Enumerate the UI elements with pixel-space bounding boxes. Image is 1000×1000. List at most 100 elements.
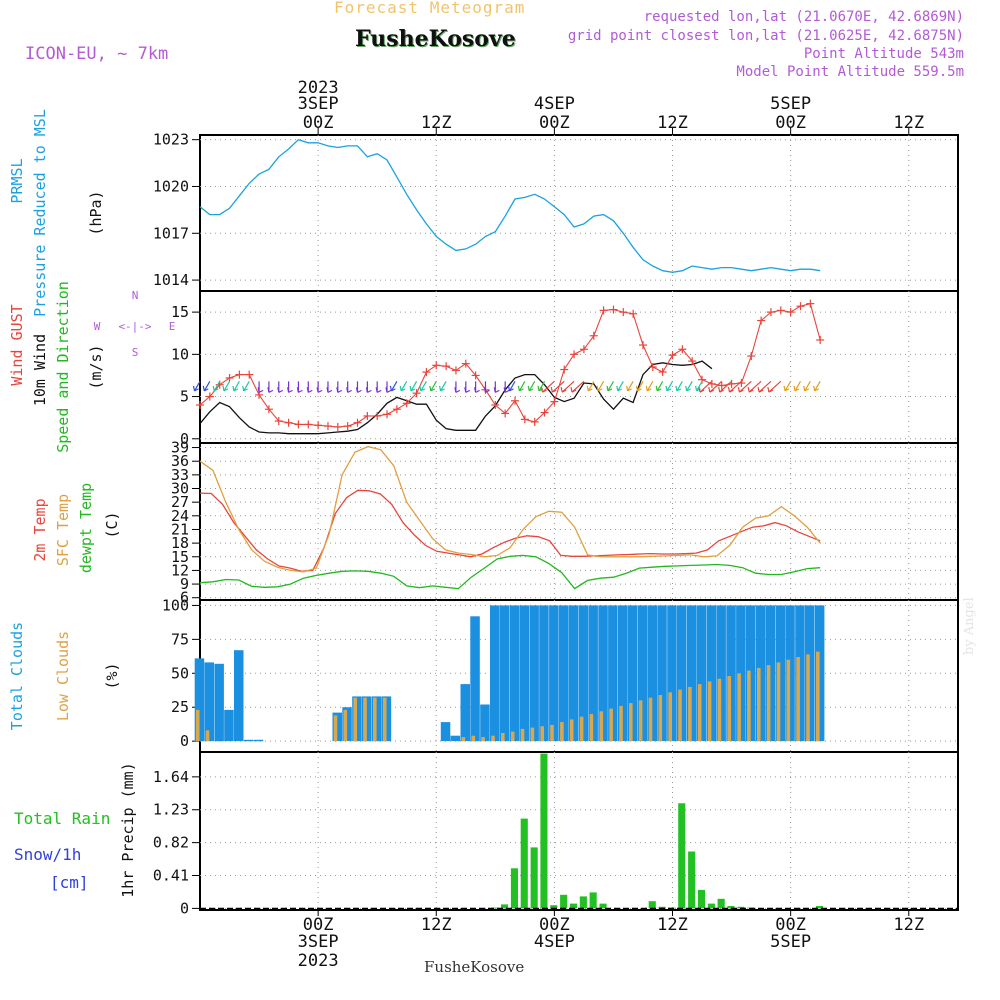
low-cloud-bar bbox=[353, 697, 357, 742]
wind-barb-head bbox=[645, 385, 648, 392]
wind-barb bbox=[803, 381, 811, 392]
top-x-label-time: 12Z bbox=[657, 113, 688, 133]
total-cloud-bar bbox=[588, 605, 598, 742]
y-tick-label: 9 bbox=[180, 575, 189, 593]
low-cloud-bar bbox=[589, 714, 594, 742]
bottom-x-label-date: 5SEP bbox=[770, 932, 811, 952]
dewpt-temp-label: dewpt Temp bbox=[77, 483, 95, 573]
wind-barb-shaft bbox=[666, 381, 674, 392]
low-cloud-bar bbox=[766, 665, 771, 742]
wind-barb-head bbox=[813, 385, 816, 392]
wind-barb-head bbox=[635, 385, 639, 392]
y-tick-label: 12 bbox=[171, 561, 189, 579]
low-cloud-bar bbox=[796, 657, 800, 742]
wind-barb bbox=[296, 381, 303, 393]
wind-gust-line bbox=[199, 303, 821, 428]
wind-barb-shaft bbox=[696, 381, 703, 392]
total-cloud-bar bbox=[194, 658, 205, 742]
panel-frame bbox=[199, 290, 959, 444]
wind-barb-shaft bbox=[784, 381, 792, 392]
wind-barb-shaft bbox=[758, 380, 772, 393]
total-cloud-bar bbox=[558, 605, 569, 742]
wind-barb-head bbox=[357, 389, 362, 393]
wind-barb-shaft bbox=[400, 381, 408, 392]
wind-barb-head bbox=[464, 387, 467, 393]
total-cloud-bar bbox=[736, 605, 746, 742]
gust-marker bbox=[648, 363, 657, 371]
wind-barb-head bbox=[347, 389, 352, 393]
wind-barb-head bbox=[527, 385, 530, 392]
wind-barb-head bbox=[430, 388, 436, 392]
wind-barb-head bbox=[784, 388, 790, 392]
gust-marker bbox=[638, 341, 647, 350]
wind-barb-head bbox=[257, 387, 260, 393]
wind-speed-line bbox=[199, 360, 713, 435]
wind-barb-head bbox=[804, 388, 810, 392]
wind-barb bbox=[596, 381, 605, 392]
y-tick-label: 1017 bbox=[153, 224, 189, 242]
wind-barb-head bbox=[708, 386, 711, 393]
wind-barb-head bbox=[243, 388, 248, 392]
wind-barb-head bbox=[337, 389, 343, 393]
wind-barb-head bbox=[386, 389, 392, 393]
wind-barb bbox=[464, 381, 471, 393]
wind-barb bbox=[257, 381, 264, 393]
wind-barb-head bbox=[410, 388, 416, 392]
gust-marker bbox=[333, 422, 342, 431]
bottom-x-label-time: 12Z bbox=[421, 915, 452, 935]
wind-barb-shaft bbox=[748, 380, 762, 393]
bottom-x-label-date: 3SEP bbox=[298, 932, 339, 952]
wind-barb-head bbox=[346, 387, 349, 393]
bottom-x-label-year: 2023 bbox=[298, 951, 339, 971]
total-cloud-bar bbox=[686, 605, 697, 742]
y-tick-label: 18 bbox=[171, 534, 189, 552]
wind-barb bbox=[645, 381, 654, 392]
panel-frame bbox=[199, 751, 959, 911]
wind-barb-shaft bbox=[617, 381, 624, 392]
wind-barb-head bbox=[517, 385, 520, 392]
total-cloud-bar bbox=[253, 739, 264, 742]
y-tick-label: 1023 bbox=[153, 131, 189, 149]
gust-marker bbox=[274, 417, 283, 426]
wind-barb-head bbox=[606, 385, 609, 392]
low-cloud-bar bbox=[481, 737, 485, 742]
wind-barb-head bbox=[277, 387, 280, 393]
top-x-label-date: 3SEP bbox=[298, 94, 339, 114]
wind-barb-shaft bbox=[814, 381, 821, 392]
wind-barb-head bbox=[685, 385, 688, 392]
wind-barb-shaft bbox=[587, 381, 595, 392]
wind-barb bbox=[560, 380, 575, 393]
total-cloud-bar bbox=[627, 605, 638, 742]
wind-barb-shaft bbox=[518, 381, 526, 392]
wind-barb bbox=[698, 380, 713, 393]
low-clouds-label: Low Clouds bbox=[54, 631, 72, 721]
low-cloud-bar bbox=[461, 737, 466, 742]
wind-barb-shaft bbox=[627, 381, 634, 392]
bottom-x-label-time: 12Z bbox=[657, 915, 688, 935]
gust-marker bbox=[383, 410, 392, 419]
wind-barb-head bbox=[588, 388, 593, 392]
y-tick-label: 5 bbox=[180, 388, 189, 406]
wind-barb-shaft bbox=[794, 381, 802, 392]
wind-barb bbox=[267, 381, 274, 393]
wind-barb bbox=[626, 381, 634, 392]
total-cloud-bar bbox=[519, 605, 529, 742]
rain-bar bbox=[648, 901, 656, 909]
compass-arrows: <-|-> bbox=[118, 320, 151, 333]
wind-barb-head bbox=[326, 387, 329, 393]
low-cloud-bar bbox=[697, 684, 702, 742]
wind-barb bbox=[675, 381, 683, 392]
gust-marker bbox=[796, 302, 805, 311]
gust-marker bbox=[599, 306, 608, 315]
wind-barb-head bbox=[306, 387, 309, 393]
model-point-altitude: Model Point Altitude 559.5m bbox=[736, 64, 964, 80]
total-cloud-bar bbox=[578, 605, 589, 742]
gust-marker bbox=[451, 366, 460, 375]
wind-barb-head bbox=[493, 387, 496, 393]
y-tick-label: 10 bbox=[171, 345, 189, 363]
wind-barb-head bbox=[507, 385, 511, 392]
rain-bar bbox=[510, 868, 518, 909]
wind-barb-head bbox=[542, 389, 547, 393]
total-cloud-bar bbox=[667, 605, 677, 742]
wind-barb-shaft bbox=[528, 381, 536, 392]
